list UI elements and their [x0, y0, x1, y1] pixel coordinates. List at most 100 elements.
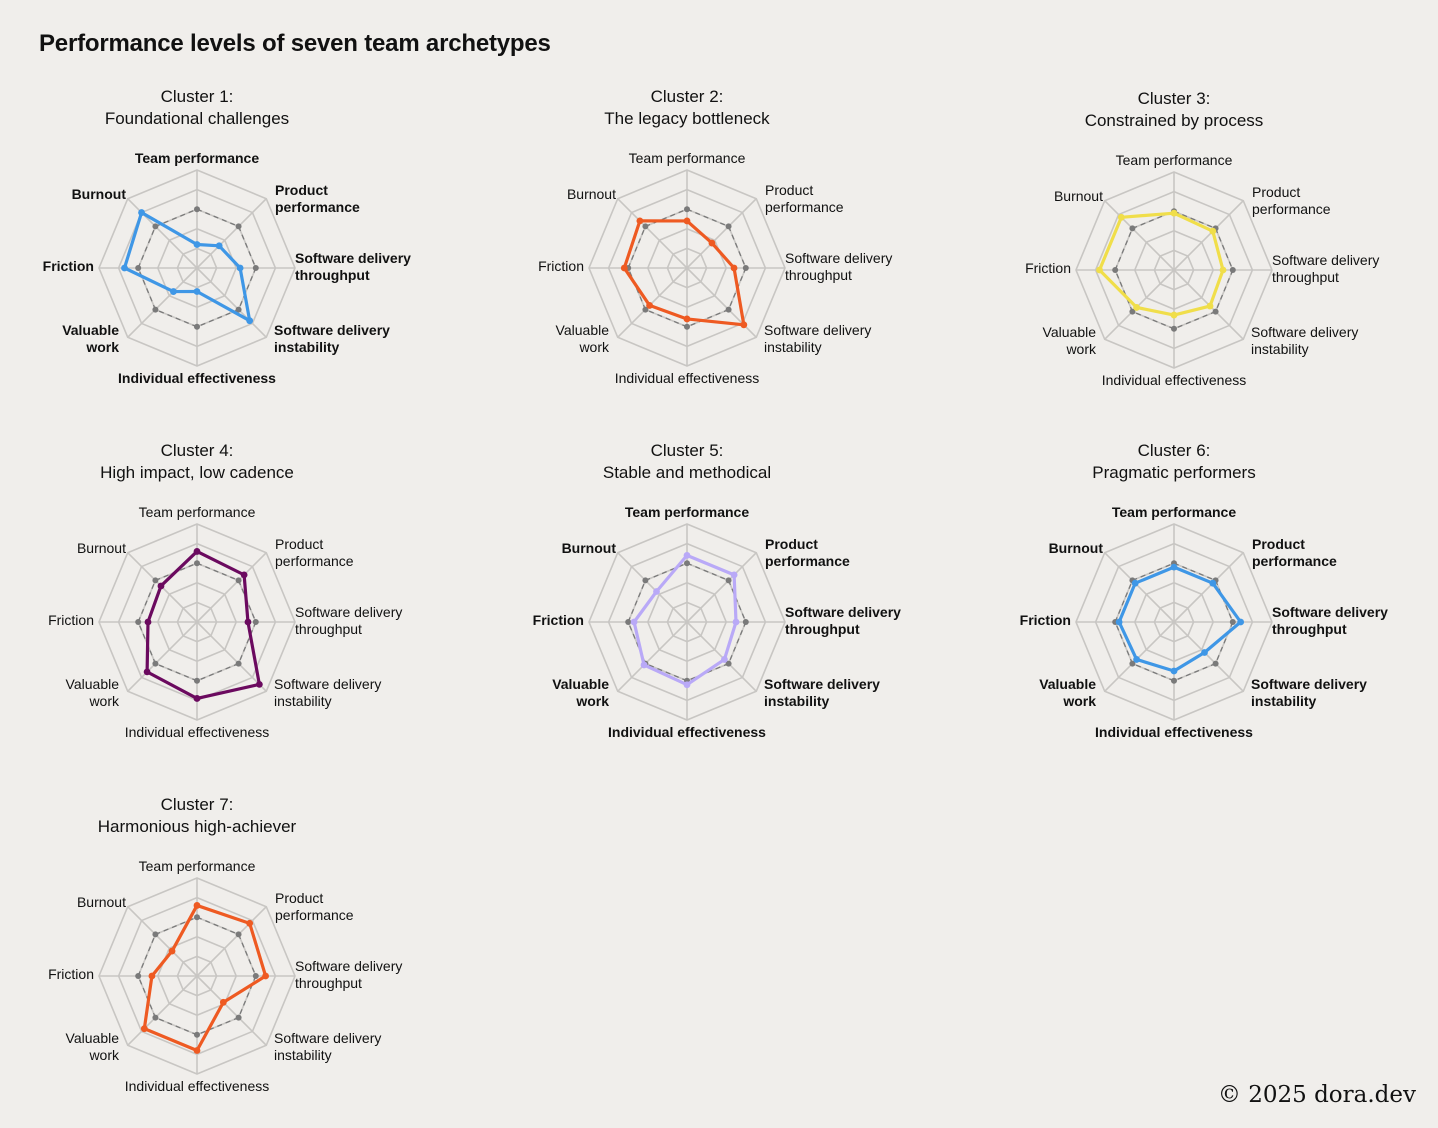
axis-label-line: throughput	[785, 621, 860, 637]
axis-label-team-performance: Team performance	[139, 858, 256, 874]
data-point-individual-effectiveness	[683, 315, 691, 323]
axis-label-line: Software delivery	[295, 604, 402, 620]
axis-label-individual-effectiveness: Individual effectiveness	[615, 370, 760, 386]
data-polygon	[142, 903, 268, 1053]
grid-spoke-software-delivery-instability	[686, 621, 757, 692]
axis-label-team-performance: Team performance	[135, 150, 259, 166]
copyright-text: © 2025 dora.dev	[1217, 1082, 1416, 1108]
axis-label-software-delivery-instability: Software delivery instability	[274, 322, 390, 355]
data-point-burnout	[1131, 579, 1139, 587]
reference-point-product-performance	[725, 577, 732, 584]
axis-label-line: Software delivery	[1251, 324, 1358, 340]
reference-point-burnout	[642, 577, 649, 584]
axis-label-valuable-work: Valuable work	[552, 676, 609, 709]
grid-spoke-burnout	[127, 906, 198, 977]
axis-label-individual-effectiveness: Individual effectiveness	[608, 724, 766, 740]
radar-chart-cluster-6: Cluster 6: Pragmatic performers Team perfo…	[1020, 441, 1388, 740]
reference-point-burnout	[642, 223, 649, 230]
axis-label-line: performance	[275, 199, 360, 215]
data-point-software-delivery-instability	[740, 321, 748, 329]
chart-title-line2: Harmonious high-achiever	[98, 817, 297, 836]
grid-spoke-valuable-work	[127, 975, 198, 1046]
grid-spoke-product-performance	[686, 198, 757, 269]
reference-point-burnout	[152, 223, 159, 230]
reference-point-burnout	[1129, 225, 1136, 232]
axis-label-team-performance: Team performance	[139, 504, 256, 520]
reference-point-individual-effectiveness	[194, 677, 200, 684]
reference-point-software-delivery-instability	[235, 1014, 242, 1021]
axis-label-individual-effectiveness: Individual effectiveness	[125, 1078, 270, 1094]
grid-spoke-burnout	[1104, 200, 1175, 271]
reference-point-valuable-work	[152, 306, 159, 313]
data-point-software-delivery-instability	[1206, 302, 1214, 310]
axis-label-software-delivery-instability: Software delivery instability	[1251, 324, 1358, 357]
axis-label-line: performance	[765, 553, 850, 569]
axis-label-line: performance	[1252, 553, 1337, 569]
data-point-software-delivery-throughput	[236, 264, 244, 272]
axis-label-product-performance: Product performance	[765, 182, 844, 215]
data-point-friction	[620, 264, 628, 272]
radar-chart-cluster-4: Cluster 4: High impact, low cadence Team p…	[48, 441, 402, 740]
data-point-software-delivery-instability	[721, 656, 728, 663]
reference-point-friction	[135, 619, 142, 625]
axis-label-line: Valuable	[1039, 676, 1096, 692]
chart-title-line1: Cluster 2:	[651, 87, 724, 106]
axis-label-software-delivery-throughput: Software delivery throughput	[295, 958, 402, 991]
axis-label-line: Valuable	[66, 1030, 120, 1046]
axis-label-line: instability	[1251, 341, 1309, 357]
reference-point-individual-effectiveness	[194, 323, 200, 330]
data-point-valuable-work	[1133, 304, 1140, 311]
axis-label-software-delivery-throughput: Software delivery throughput	[295, 250, 411, 283]
data-point-team-performance	[683, 217, 691, 225]
axis-label-line: Software delivery	[785, 250, 892, 266]
axis-label-burnout: Burnout	[562, 540, 617, 556]
reference-point-software-delivery-throughput	[252, 973, 259, 979]
axis-label-friction: Friction	[48, 612, 94, 628]
radar-chart-cluster-1: Cluster 1: Foundational challenges Team pe…	[43, 87, 411, 386]
axis-label-line: Software delivery	[295, 958, 402, 974]
reference-point-team-performance	[684, 206, 690, 213]
axis-label-product-performance: Product performance	[275, 890, 354, 923]
data-point-burnout	[653, 588, 660, 595]
data-point-software-delivery-throughput	[262, 972, 269, 980]
data-point-burnout	[138, 209, 145, 216]
reference-point-team-performance	[194, 206, 200, 213]
data-point-burnout	[1117, 213, 1125, 221]
data-point-valuable-work	[646, 302, 653, 309]
axis-label-individual-effectiveness: Individual effectiveness	[118, 370, 276, 386]
chart-title-line1: Cluster 1:	[161, 87, 234, 106]
reference-point-valuable-work	[152, 1014, 159, 1021]
axis-label-line: instability	[764, 693, 830, 709]
axis-label-line: Valuable	[556, 322, 610, 338]
axis-label-software-delivery-throughput: Software delivery throughput	[295, 604, 402, 637]
axis-label-line: Software delivery	[764, 322, 871, 338]
axis-label-burnout: Burnout	[77, 540, 126, 556]
grid-spoke-valuable-work	[1104, 269, 1175, 340]
reference-point-friction	[625, 619, 632, 625]
axis-label-line: work	[88, 1047, 120, 1063]
axis-label-product-performance: Product performance	[1252, 184, 1331, 217]
data-point-individual-effectiveness	[1170, 311, 1178, 319]
data-point-software-delivery-throughput	[1237, 618, 1245, 626]
axis-label-software-delivery-instability: Software delivery instability	[274, 1030, 381, 1063]
axis-label-software-delivery-throughput: Software delivery throughput	[785, 250, 892, 283]
data-point-friction	[1096, 266, 1103, 274]
data-point-software-delivery-instability	[255, 680, 263, 688]
chart-title-line1: Cluster 3:	[1138, 89, 1211, 108]
grid-spoke-software-delivery-instability	[196, 621, 267, 692]
data-point-valuable-work	[140, 1025, 148, 1033]
reference-point-individual-effectiveness	[194, 1031, 200, 1038]
chart-title-line2: High impact, low cadence	[100, 463, 294, 482]
axis-label-line: Software delivery	[274, 1030, 381, 1046]
chart-title-line1: Cluster 7:	[161, 795, 234, 814]
data-point-valuable-work	[1133, 656, 1140, 663]
axis-label-line: performance	[275, 553, 354, 569]
axis-label-line: Software delivery	[1251, 676, 1367, 692]
axis-label-line: performance	[765, 199, 844, 215]
axis-label-line: throughput	[1272, 621, 1347, 637]
axis-label-line: Product	[275, 890, 323, 906]
axis-label-line: Software delivery	[1272, 252, 1379, 268]
grid-spoke-valuable-work	[127, 267, 198, 338]
reference-point-team-performance	[684, 560, 690, 567]
